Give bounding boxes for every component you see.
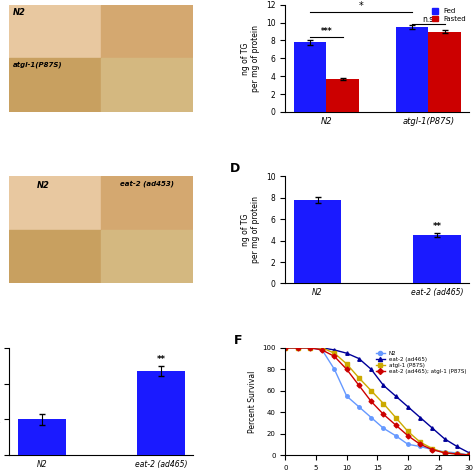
Bar <box>9 230 101 283</box>
Text: atgl-1(P87S): atgl-1(P87S) <box>13 62 63 68</box>
Text: **: ** <box>432 222 441 231</box>
Bar <box>137 371 185 455</box>
Bar <box>18 419 65 455</box>
Text: **: ** <box>156 355 165 364</box>
Bar <box>396 27 428 112</box>
Bar <box>9 176 101 230</box>
Bar <box>9 5 101 58</box>
Text: F: F <box>234 334 242 346</box>
Bar <box>294 42 326 112</box>
Bar <box>101 5 193 58</box>
Text: ***: *** <box>320 27 332 36</box>
Text: D: D <box>230 162 240 175</box>
Text: N2: N2 <box>37 181 50 190</box>
Bar <box>101 58 193 112</box>
Bar <box>413 235 461 283</box>
Bar <box>428 32 461 112</box>
Bar <box>294 200 341 283</box>
Bar <box>9 58 101 112</box>
Y-axis label: ng of TG
per mg of protein: ng of TG per mg of protein <box>241 196 260 264</box>
Bar <box>101 230 193 283</box>
Legend: N2, eat-2 (ad465), atgl-1 (P87S), eat-2 (ad465); atgl-1 (P87S): N2, eat-2 (ad465), atgl-1 (P87S), eat-2 … <box>376 351 466 374</box>
Text: n.s: n.s <box>423 15 434 24</box>
Text: N2: N2 <box>13 8 26 17</box>
Text: *: * <box>359 1 364 11</box>
Legend: Fed, Fasted: Fed, Fasted <box>432 8 466 22</box>
Bar <box>101 176 193 230</box>
Y-axis label: Percent Survival: Percent Survival <box>247 370 256 433</box>
Bar <box>326 79 359 112</box>
Y-axis label: ng of TG
per mg of protein: ng of TG per mg of protein <box>241 25 260 92</box>
Text: eat-2 (ad453): eat-2 (ad453) <box>120 181 174 187</box>
Text: B: B <box>230 0 240 3</box>
